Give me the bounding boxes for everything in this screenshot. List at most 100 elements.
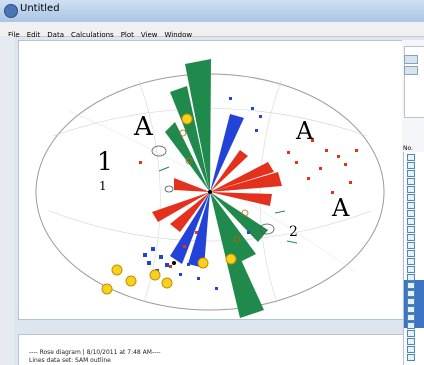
list-checkbox[interactable] bbox=[407, 306, 415, 313]
list-checkbox[interactable] bbox=[407, 274, 415, 281]
great-circle bbox=[259, 80, 282, 304]
rose-petal-red bbox=[174, 178, 210, 192]
side-button[interactable] bbox=[404, 66, 418, 75]
data-point bbox=[197, 277, 200, 280]
data-point bbox=[319, 167, 322, 170]
annotation-label: 1 bbox=[99, 179, 107, 193]
list-checkbox[interactable] bbox=[407, 298, 415, 305]
great-circle bbox=[68, 110, 355, 272]
orange-rings bbox=[179, 129, 249, 243]
list-checkbox[interactable] bbox=[407, 162, 415, 169]
data-point bbox=[169, 265, 172, 268]
menu-file[interactable]: File bbox=[8, 31, 20, 39]
list-header: No. bbox=[403, 145, 413, 152]
side-button[interactable] bbox=[404, 55, 418, 64]
data-point bbox=[161, 277, 173, 289]
data-point bbox=[241, 209, 249, 217]
list-checkbox[interactable] bbox=[407, 170, 415, 177]
list-checkbox[interactable] bbox=[407, 218, 415, 225]
data-point bbox=[159, 255, 163, 259]
data-point bbox=[158, 166, 170, 172]
plot-panel[interactable] bbox=[18, 40, 404, 320]
data-point bbox=[259, 115, 262, 118]
data-point bbox=[164, 185, 174, 193]
data-point bbox=[259, 223, 275, 235]
info-panel: ---- Rose diagram | 8/10/2011 at 7:48 AM… bbox=[18, 334, 404, 365]
list-checkbox[interactable] bbox=[407, 202, 415, 209]
data-point bbox=[287, 151, 290, 154]
data-point bbox=[195, 231, 198, 234]
menu-calculations[interactable]: Calculations bbox=[71, 31, 114, 39]
window-title: Untitled bbox=[20, 3, 60, 14]
list-checkbox[interactable] bbox=[407, 258, 415, 265]
list-checkbox[interactable] bbox=[407, 290, 415, 297]
data-point bbox=[179, 129, 187, 137]
plot-center bbox=[208, 190, 212, 194]
yellow-markers bbox=[101, 113, 237, 295]
list-checkbox[interactable] bbox=[407, 226, 415, 233]
side-panel-box bbox=[404, 46, 424, 118]
title-bar: Untitled bbox=[0, 0, 424, 23]
rose-petal-blue bbox=[210, 114, 244, 192]
menu-plot[interactable]: Plot bbox=[120, 31, 134, 39]
rose-petal-red bbox=[170, 192, 210, 232]
data-point bbox=[344, 163, 347, 166]
data-point bbox=[251, 107, 254, 110]
data-point bbox=[197, 257, 209, 269]
list-checkbox[interactable] bbox=[407, 322, 415, 329]
data-point bbox=[147, 261, 151, 265]
left-toolbar bbox=[0, 36, 14, 365]
menu-edit[interactable]: Edit bbox=[26, 31, 41, 39]
list-checkbox[interactable] bbox=[407, 234, 415, 241]
list-checkbox[interactable] bbox=[407, 346, 415, 353]
list-checkbox[interactable] bbox=[407, 178, 415, 185]
annotation-label: A bbox=[332, 194, 350, 222]
list-checkbox[interactable] bbox=[407, 154, 415, 161]
rose-petals bbox=[152, 59, 282, 318]
info-line: ---- Rose diagram | 8/10/2011 at 7:48 AM… bbox=[29, 349, 161, 356]
data-point bbox=[151, 247, 155, 251]
rose-petal-red bbox=[210, 172, 282, 192]
data-point bbox=[151, 145, 167, 157]
rose-petal-green bbox=[200, 110, 210, 192]
data-point bbox=[181, 113, 193, 125]
list-checkbox[interactable] bbox=[407, 330, 415, 337]
rose-petal-red bbox=[152, 192, 210, 222]
list-checkbox[interactable] bbox=[407, 210, 415, 217]
data-point bbox=[295, 161, 298, 164]
rose-petal-red bbox=[210, 192, 272, 206]
list-checkbox[interactable] bbox=[407, 242, 415, 249]
stereonet-rose-plot bbox=[35, 59, 385, 318]
info-line: Lines data set: SAM outline bbox=[29, 357, 111, 364]
data-point bbox=[255, 129, 258, 132]
list-checkbox[interactable] bbox=[407, 194, 415, 201]
list-checkbox[interactable] bbox=[407, 338, 415, 345]
list-checkbox[interactable] bbox=[407, 314, 415, 321]
data-point bbox=[325, 149, 328, 152]
data-point bbox=[187, 263, 190, 266]
annotation-label: A bbox=[296, 117, 314, 145]
list-checkbox[interactable] bbox=[407, 282, 415, 289]
data-point bbox=[125, 275, 137, 287]
data-point bbox=[274, 210, 286, 214]
list-checkbox[interactable] bbox=[407, 354, 415, 361]
list-checkbox[interactable] bbox=[407, 266, 415, 273]
menu-view[interactable]: View bbox=[140, 31, 158, 39]
list-checkbox[interactable] bbox=[407, 186, 415, 193]
menu-data[interactable]: Data bbox=[47, 31, 64, 39]
rose-petal-green bbox=[210, 192, 268, 242]
data-point bbox=[172, 261, 176, 265]
rose-petal-red bbox=[210, 162, 274, 192]
rose-petal-red bbox=[210, 150, 248, 192]
data-point bbox=[355, 149, 358, 152]
data-point bbox=[179, 273, 182, 276]
data-point bbox=[349, 181, 352, 184]
data-point bbox=[183, 245, 186, 248]
red-data-points bbox=[139, 139, 358, 268]
data-point bbox=[286, 240, 298, 244]
menu-window[interactable]: Window bbox=[164, 31, 193, 39]
list-checkbox[interactable] bbox=[407, 250, 415, 257]
data-list[interactable] bbox=[403, 152, 424, 365]
rose-petal-green bbox=[170, 86, 210, 192]
data-point bbox=[165, 263, 169, 267]
